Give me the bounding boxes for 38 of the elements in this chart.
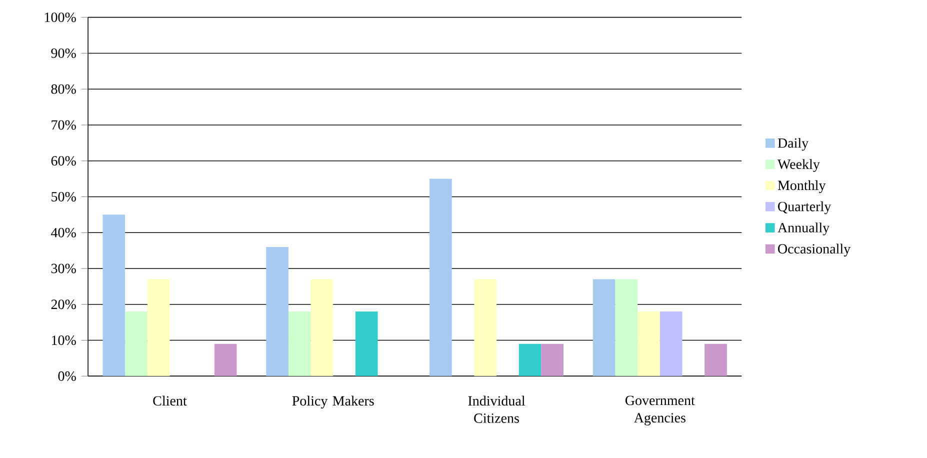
bar — [474, 280, 497, 376]
y-tick-label: 100% — [44, 12, 76, 22]
bar — [147, 280, 170, 376]
x-tick-label: Policy Makers — [292, 396, 374, 409]
y-tick-label: 70% — [52, 120, 76, 130]
bar — [660, 312, 682, 376]
y-tick-label: 20% — [51, 300, 76, 310]
bar — [704, 344, 727, 376]
legend-label: Quarterly — [778, 202, 832, 214]
y-tick-label: 40% — [51, 228, 76, 238]
y-tick-label: 90% — [51, 48, 76, 58]
legend-label: Weekly — [778, 159, 820, 172]
bar — [102, 214, 126, 376]
legend-label: Monthly — [778, 180, 826, 194]
bar — [592, 280, 616, 376]
bar — [266, 247, 288, 376]
bar — [355, 312, 378, 376]
bar — [310, 280, 334, 376]
legend-label: Occasionally — [778, 244, 851, 257]
bar — [518, 344, 542, 376]
bar — [288, 312, 311, 376]
y-tick-label: 80% — [51, 84, 76, 94]
legend-label: Daily — [778, 138, 809, 151]
y-tick-label: 50% — [52, 192, 76, 202]
y-tick-label: 30% — [51, 264, 76, 274]
x-tick-label: Government Agencies — [625, 396, 695, 426]
bar — [541, 344, 564, 376]
bar — [615, 280, 638, 376]
y-tick-label: 0% — [58, 372, 76, 382]
x-tick-label: Individual Citizens — [468, 396, 526, 424]
legend-label: Annually — [778, 222, 830, 236]
y-tick-label: 60% — [51, 156, 76, 166]
bar — [214, 344, 237, 376]
x-tick-label: Client — [153, 396, 187, 406]
bar — [430, 179, 452, 376]
y-tick-label: 10% — [52, 336, 76, 346]
bar — [125, 312, 148, 376]
bar — [638, 312, 660, 376]
